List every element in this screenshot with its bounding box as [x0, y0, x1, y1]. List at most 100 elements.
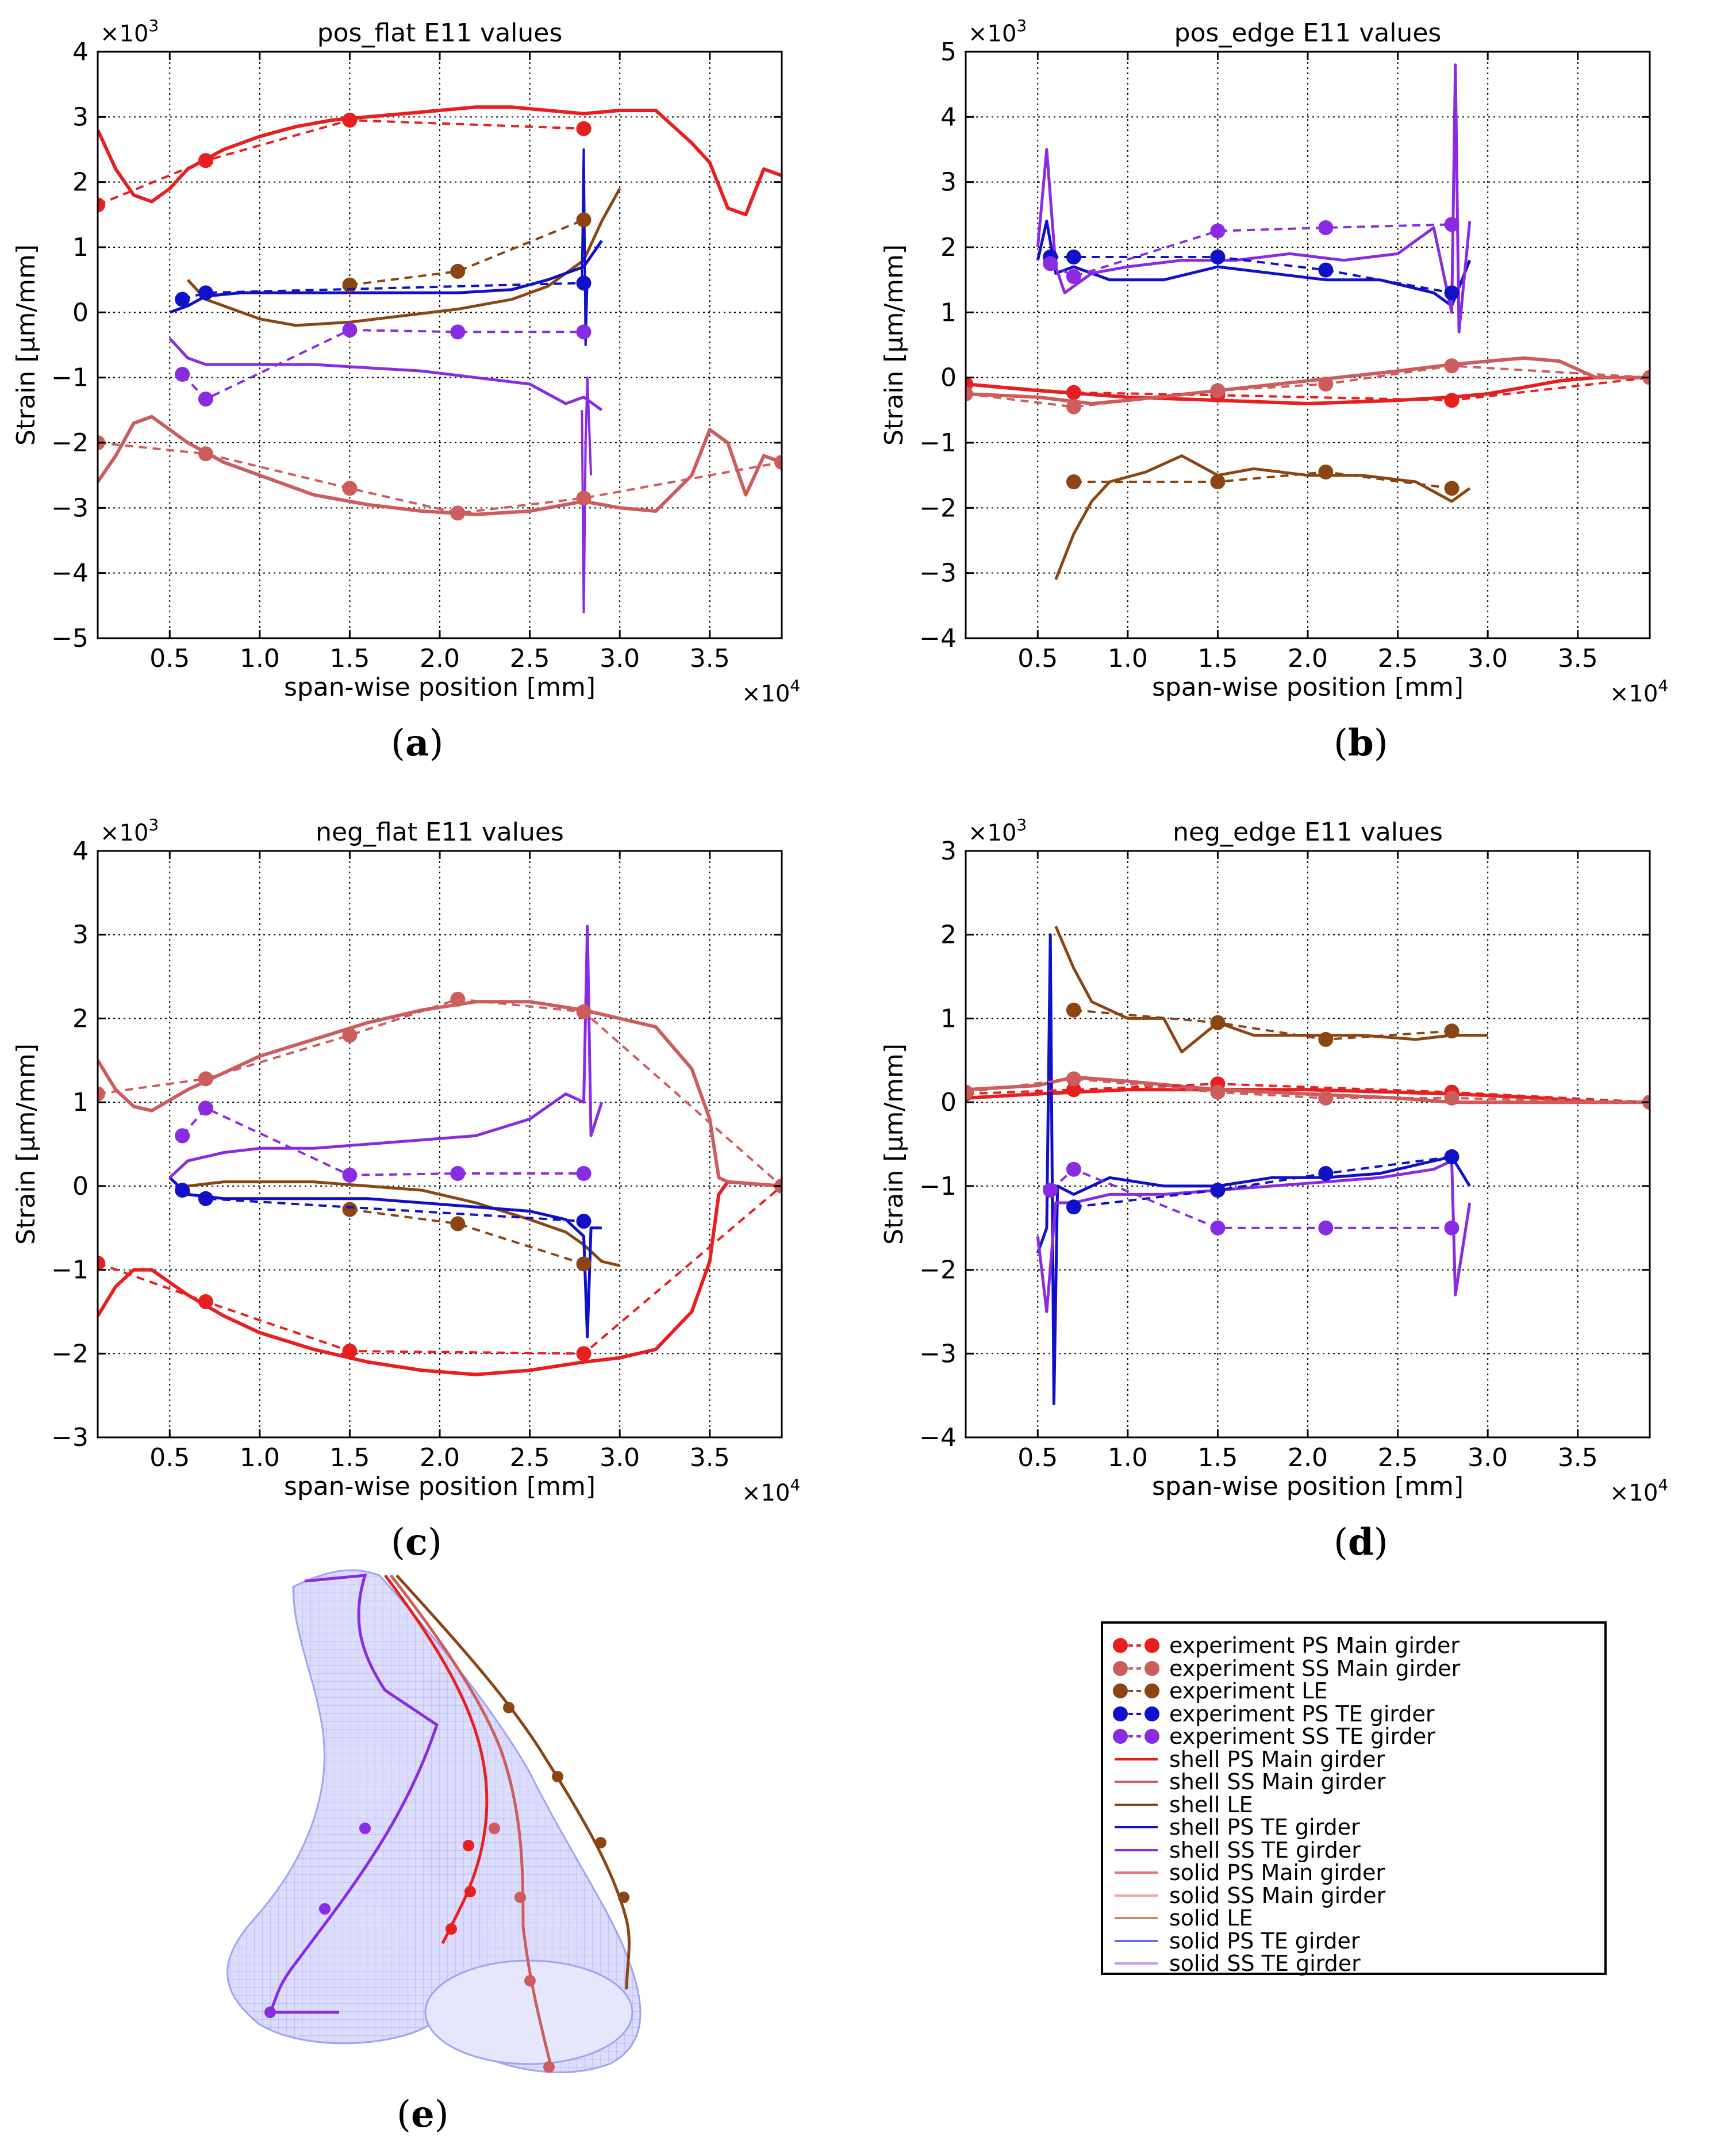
data-point — [1210, 1084, 1226, 1100]
chart-title: neg_edge E11 values — [1173, 818, 1443, 847]
data-point — [450, 324, 466, 340]
data-point — [576, 1214, 592, 1229]
legend-item: solid PS TE girder — [1103, 1928, 1360, 1954]
series-line-shell-le — [187, 1180, 620, 1267]
data-point — [1043, 1183, 1058, 1198]
y-tick-label: −4 — [51, 559, 89, 588]
legend-label: experiment PS Main girder — [1169, 1633, 1460, 1658]
marker-ps-main-2 — [464, 1886, 476, 1897]
y-multiplier: ×103 — [100, 815, 159, 846]
legend-symbol — [1103, 1724, 1169, 1749]
data-point — [198, 392, 213, 407]
data-point — [175, 367, 190, 382]
legend-symbol — [1103, 1928, 1169, 1954]
y-tick-label: −4 — [919, 1423, 957, 1452]
series-group — [966, 63, 1650, 580]
data-point — [576, 1256, 592, 1272]
chart-panel-a: pos_flat E11 values ×103 0.5 1.0 1.5 2.0 2.5 3.… — [11, 16, 800, 707]
legend-label: experiment PS TE girder — [1169, 1701, 1435, 1727]
marker-ss-te-2 — [319, 1903, 331, 1915]
y-tick-label: 2 — [72, 168, 89, 197]
data-point — [175, 291, 190, 307]
series-line-shell-ss-main-girder — [966, 356, 1650, 405]
legend-item: shell PS TE girder — [1103, 1815, 1360, 1840]
y-axis-label: Strain [µm/mm] — [11, 244, 41, 446]
data-point — [576, 1346, 592, 1361]
y-tick-label: 0 — [940, 1088, 957, 1117]
data-point — [1444, 481, 1460, 496]
series-line-shell-ss-te-girder — [1036, 63, 1472, 333]
legend-symbol — [1103, 1905, 1169, 1931]
legend-symbol — [1103, 1633, 1169, 1658]
marker-ss-te-1 — [359, 1823, 371, 1834]
data-point — [198, 153, 213, 168]
y-tick-label: −2 — [51, 428, 89, 458]
y-tick-label: 3 — [72, 920, 89, 950]
data-point — [1066, 399, 1081, 415]
legend-label: shell SS TE girder — [1169, 1837, 1361, 1863]
series-line-shell-ps-te-girder — [168, 1176, 602, 1338]
data-point — [175, 1183, 190, 1198]
data-point — [198, 285, 213, 301]
x-multiplier: ×104 — [1610, 676, 1668, 707]
data-point — [1444, 1220, 1460, 1236]
data-point — [576, 324, 592, 340]
legend-label: experiment LE — [1169, 1678, 1328, 1704]
legend-symbol — [1103, 1656, 1169, 1681]
y-tick-label: 0 — [72, 298, 89, 327]
data-point — [774, 455, 782, 470]
legend-label: shell SS Main girder — [1169, 1769, 1386, 1794]
subfigure-label-b: (b) — [1334, 722, 1388, 765]
y-tick-label: −3 — [919, 559, 957, 588]
x-tick-label: 2.0 — [420, 1443, 460, 1472]
series-line-shell-le — [186, 187, 621, 327]
x-tick-label: 3.5 — [690, 1443, 730, 1472]
data-point — [576, 212, 592, 228]
x-tick-label: 2.5 — [1378, 644, 1418, 673]
legend-label: experiment SS TE girder — [1169, 1724, 1435, 1749]
legend-symbol — [1103, 1860, 1169, 1885]
data-point — [1444, 217, 1460, 232]
legend-item: solid SS Main girder — [1103, 1883, 1385, 1908]
x-tick-label: 1.0 — [1108, 1443, 1148, 1472]
data-point — [576, 490, 592, 506]
chart-title: pos_edge E11 values — [1174, 18, 1442, 48]
blade-measurement-markers — [264, 1702, 629, 2073]
marker-ss-main-2 — [514, 1892, 526, 1903]
data-point — [1066, 250, 1081, 264]
data-point — [342, 1202, 358, 1217]
data-point — [198, 1294, 213, 1309]
data-point — [1318, 262, 1334, 278]
y-tick-label: −2 — [919, 493, 957, 523]
y-tick-label: −3 — [919, 1339, 957, 1368]
data-point — [576, 1166, 592, 1181]
subfigure-label-e: (e) — [397, 2093, 449, 2136]
y-tick-label: 4 — [72, 37, 89, 67]
y-tick-label: −3 — [51, 493, 89, 523]
data-point — [342, 1343, 358, 1359]
data-point — [1066, 1199, 1081, 1215]
series-line-shell-ps-te-girder — [1036, 220, 1472, 308]
legend-item: solid LE — [1103, 1905, 1253, 1931]
data-point — [1318, 1166, 1334, 1181]
marker-le-1 — [503, 1702, 514, 1713]
legend-symbol — [1103, 1815, 1169, 1840]
x-multiplier: ×104 — [742, 676, 800, 707]
data-point — [1210, 1183, 1226, 1198]
series-line-experiment-le — [1073, 471, 1452, 490]
y-tick-label: −2 — [919, 1256, 957, 1285]
data-point — [1318, 220, 1334, 235]
data-point — [576, 275, 592, 291]
legend-symbol — [1103, 1838, 1169, 1863]
marker-ss-main-3 — [524, 1975, 536, 1986]
data-point — [1210, 383, 1226, 398]
x-tick-label: 3.0 — [1468, 1443, 1508, 1472]
series-line-experiment-ps-te-girder — [182, 1189, 584, 1223]
series-line-experiment-le — [349, 1208, 585, 1265]
legend-item: solid PS Main girder — [1103, 1860, 1385, 1885]
chart-legend: experiment PS Main girder experiment SS M… — [1101, 1621, 1607, 1976]
series-line-solid-ps-te-spike — [581, 148, 589, 346]
marker-ss-main-1 — [489, 1823, 500, 1834]
legend-symbol — [1103, 1678, 1169, 1704]
data-point — [342, 481, 358, 496]
